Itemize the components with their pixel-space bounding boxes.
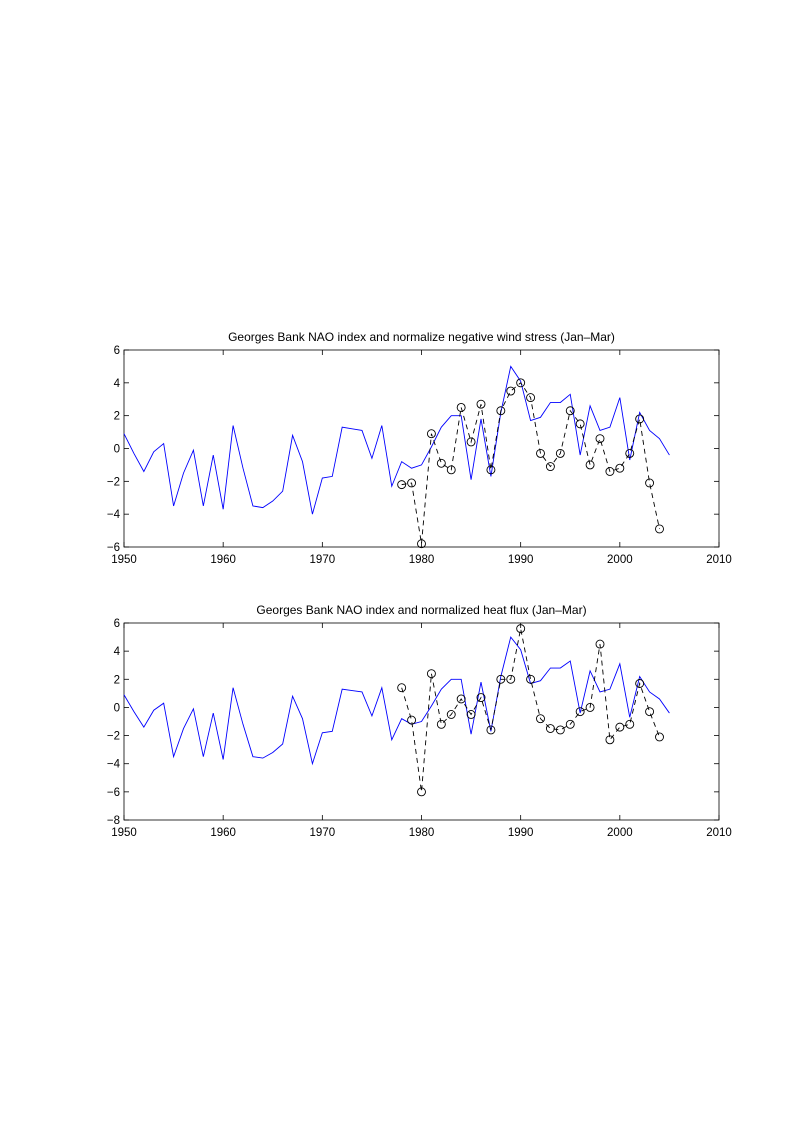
x-tick-label: 1990 (508, 554, 534, 566)
data-point-marker (446, 465, 456, 475)
y-tick-label: −8 (107, 815, 120, 827)
x-tick-label: 1970 (310, 554, 336, 566)
x-tick-label: 2010 (706, 554, 732, 566)
data-point-marker (526, 674, 536, 684)
data-point-marker (426, 429, 436, 439)
y-tick-label: 6 (114, 345, 120, 357)
x-tick-label: 2000 (607, 827, 633, 839)
heat-flux-plot: Georges Bank NAO index and normalized he… (107, 603, 732, 839)
y-tick-label: 0 (114, 444, 120, 456)
data-point-marker (466, 710, 476, 719)
data-point-marker (605, 735, 615, 745)
data-point-marker (615, 722, 625, 732)
data-point-marker (635, 679, 645, 688)
y-tick-label: 4 (114, 378, 121, 390)
data-point-marker (645, 707, 655, 717)
axes-frame (123, 349, 720, 548)
data-point-marker (476, 399, 486, 409)
data-point-marker (417, 787, 426, 797)
data-point-marker (436, 719, 446, 729)
data-point-marker (536, 714, 545, 724)
y-tick-label: −4 (107, 759, 121, 771)
x-tick-label: 2010 (706, 827, 732, 839)
data-point-marker (595, 434, 605, 444)
data-point-marker (476, 693, 486, 703)
data-point-marker (625, 719, 635, 729)
x-tick-label: 1960 (210, 554, 236, 566)
data-point-marker (585, 702, 595, 712)
data-point-marker (486, 465, 496, 475)
data-point-marker (506, 674, 516, 684)
x-tick-label: 1990 (508, 827, 534, 839)
data-point-marker (516, 378, 526, 388)
y-tick-label: −2 (107, 731, 120, 743)
data-point-marker (446, 710, 456, 719)
solid-series-line (123, 636, 670, 766)
data-point-marker (466, 437, 476, 447)
y-tick-label: −4 (107, 509, 121, 521)
x-tick-label: 1960 (210, 827, 236, 839)
data-point-marker (645, 478, 655, 488)
data-point-marker (555, 448, 565, 458)
y-tick-label: 4 (114, 646, 121, 658)
data-point-marker (615, 463, 625, 473)
data-point-marker (536, 448, 545, 458)
data-point-marker (526, 393, 536, 403)
data-point-marker (655, 732, 664, 742)
data-point-marker (456, 403, 466, 412)
data-point-marker (397, 683, 407, 693)
data-point-marker (565, 406, 575, 416)
data-point-marker (585, 460, 595, 470)
dashed-series-line (401, 628, 660, 792)
data-point-marker (555, 725, 565, 735)
data-point-marker (516, 624, 526, 634)
data-point-marker (575, 707, 585, 717)
x-tick-label: 2000 (607, 554, 633, 566)
data-point-marker (417, 539, 426, 549)
data-point-marker (575, 419, 585, 429)
y-tick-label: 2 (114, 411, 120, 423)
data-point-marker (496, 674, 506, 684)
data-point-marker (625, 448, 635, 458)
data-point-marker (545, 724, 555, 733)
y-tick-label: 6 (114, 618, 120, 630)
y-tick-label: 0 (114, 702, 120, 714)
data-point-marker (635, 414, 645, 424)
x-tick-label: 1950 (111, 827, 137, 839)
y-tick-label: −6 (107, 542, 120, 554)
data-point-marker (407, 478, 417, 488)
y-tick-label: −6 (107, 787, 120, 799)
data-point-marker (397, 480, 407, 490)
data-point-marker (506, 386, 516, 396)
y-tick-label: 2 (114, 674, 120, 686)
data-point-marker (456, 694, 466, 704)
solid-series-line (123, 365, 670, 515)
data-point-marker (655, 524, 664, 534)
chart-title: Georges Bank NAO index and normalize neg… (228, 330, 615, 344)
data-point-marker (595, 639, 605, 649)
wind-stress-plot: Georges Bank NAO index and normalize neg… (107, 330, 732, 566)
data-point-marker (436, 458, 446, 468)
x-tick-label: 1980 (409, 554, 435, 566)
data-point-marker (605, 467, 615, 476)
data-point-marker (496, 406, 506, 416)
x-tick-label: 1950 (111, 554, 137, 566)
y-tick-label: −2 (107, 476, 120, 488)
data-point-marker (486, 725, 496, 735)
data-point-marker (565, 719, 575, 729)
x-tick-label: 1980 (409, 827, 435, 839)
data-point-marker (426, 669, 436, 679)
data-point-marker (407, 715, 417, 725)
x-tick-label: 1970 (310, 827, 336, 839)
data-point-marker (545, 462, 555, 472)
chart-title: Georges Bank NAO index and normalized he… (256, 603, 586, 617)
